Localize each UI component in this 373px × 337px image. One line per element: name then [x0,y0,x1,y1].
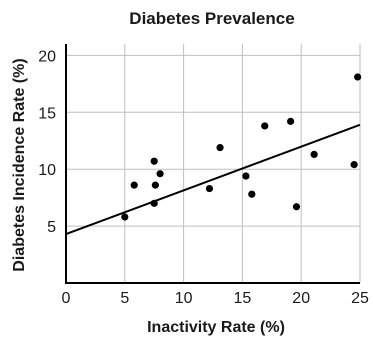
x-tick-label: 15 [234,290,252,307]
trendline [65,123,361,235]
data-points [121,73,362,221]
data-point [242,172,250,180]
chart-title: Diabetes Prevalence [129,9,294,28]
y-tick-label: 15 [38,105,56,122]
x-tick-label: 10 [175,290,193,307]
data-point [350,161,358,169]
tick-labels: 0 5 10 15 20 25 5 10 15 20 [38,48,369,307]
data-point [150,157,158,165]
x-axis-label: Inactivity Rate (%) [147,319,285,336]
y-tick-label: 20 [38,48,56,65]
y-tick-label: 10 [38,162,56,179]
data-point [121,213,129,221]
data-point [354,73,362,81]
data-point [292,203,301,211]
data-point [205,184,214,193]
axes [65,44,360,284]
x-tick-label: 20 [292,290,310,307]
trendline-group [65,123,361,235]
data-point [150,199,158,207]
y-axis-label: Diabetes Incidence Rate (%) [11,58,28,271]
data-point [130,181,138,189]
y-tick-label: 5 [47,219,56,236]
x-tick-label: 0 [62,290,71,307]
data-point [261,122,269,130]
data-point [248,190,256,198]
data-point [156,170,164,178]
x-tick-label: 25 [351,290,369,307]
data-point [151,181,159,189]
data-point [310,150,318,158]
x-tick-label: 5 [120,290,129,307]
data-point [216,143,224,152]
data-point [287,117,295,125]
grid-lines [66,44,361,283]
